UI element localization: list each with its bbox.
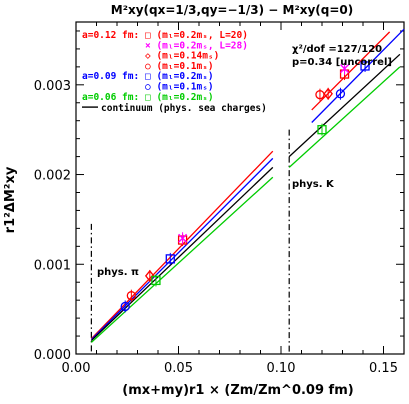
fit-line-segment (90, 166, 274, 342)
fit-p-label: p=0.34 [uncorrel] (292, 57, 392, 68)
legend-entry: ○ (mₗ=0.1mₛ) (145, 61, 214, 72)
y-tick-label: 0.000 (34, 348, 71, 363)
axes: 0.00 0.05 0.10 0.15 0.000 0.001 0.002 0.003 (34, 21, 405, 376)
legend-continuum-label: continuum (phys. sea charges) (101, 103, 267, 114)
data-point-square (165, 254, 175, 264)
data-point-cross (340, 64, 350, 74)
legend-entry: □ (mₗ=0.2mₛ) (145, 71, 214, 82)
legend-entry: □ (mₗ=0.2mₛ, L=20) (145, 30, 248, 41)
x-tick-label: 0.00 (62, 361, 91, 376)
y-tick-label: 0.001 (34, 258, 71, 273)
fit-line-segment (311, 28, 405, 123)
legend-entry: ○ (mₗ=0.1mₛ) (145, 82, 214, 93)
data-point-diamond (323, 87, 333, 100)
y-tick-label: 0.002 (34, 169, 71, 184)
fit-statistics: χ²/dof =127/120 p=0.34 [uncorrel] (292, 44, 392, 68)
y-tick-label: 0.003 (34, 79, 71, 94)
chart-title: M²xy(qx=1/3,qy=−1/3) − M²xy(q=0) (111, 3, 354, 17)
x-tick-label: 0.10 (267, 361, 296, 376)
legend-entry: □ (mₗ=0.2mₛ) (145, 92, 214, 103)
data-point-circle (126, 291, 137, 301)
legend-group-label: a=0.09 fm: (82, 71, 139, 82)
fit-line-segment (288, 66, 401, 168)
fit-line-segment (90, 176, 274, 343)
fit-chi2-label: χ²/dof =127/120 (292, 44, 382, 55)
legend: a=0.12 fm: □ (mₗ=0.2mₛ, L=20)× (mₗ=0.2mₛ,… (82, 30, 267, 114)
data-point-cross (178, 233, 188, 243)
fit-line-segment (288, 53, 401, 158)
legend-group-label: a=0.12 fm: (82, 30, 139, 41)
fit-line-segment (311, 31, 391, 111)
legend-entry: ◇ (mₗ=0.14mₛ) (145, 51, 219, 62)
data-point-square (360, 61, 370, 71)
data-markers (120, 59, 370, 313)
legend-entry: × (mₗ=0.2mₛ, L=28) (145, 40, 248, 51)
phys-pi-annotation: phys. π (97, 267, 139, 278)
x-tick-label: 0.05 (164, 361, 193, 376)
fit-line-segment (90, 150, 274, 340)
legend-group-label: a=0.06 fm: (82, 92, 139, 103)
x-axis-label: (mx+my)r1 × (Zm/Zm^0.09 fm) (122, 383, 353, 398)
fit-lines (90, 28, 405, 343)
data-point-square (151, 275, 161, 286)
y-axis-label: r1²ΔM²xy (3, 166, 18, 233)
data-point-circle (120, 301, 130, 312)
phys-k-annotation: phys. K (292, 179, 335, 190)
data-point-square (317, 125, 327, 135)
data-point-diamond (144, 269, 155, 282)
data-point-circle (335, 89, 346, 99)
x-tick-label: 0.15 (369, 361, 398, 376)
data-point-circle (315, 90, 325, 100)
fit-line-segment (90, 157, 274, 341)
